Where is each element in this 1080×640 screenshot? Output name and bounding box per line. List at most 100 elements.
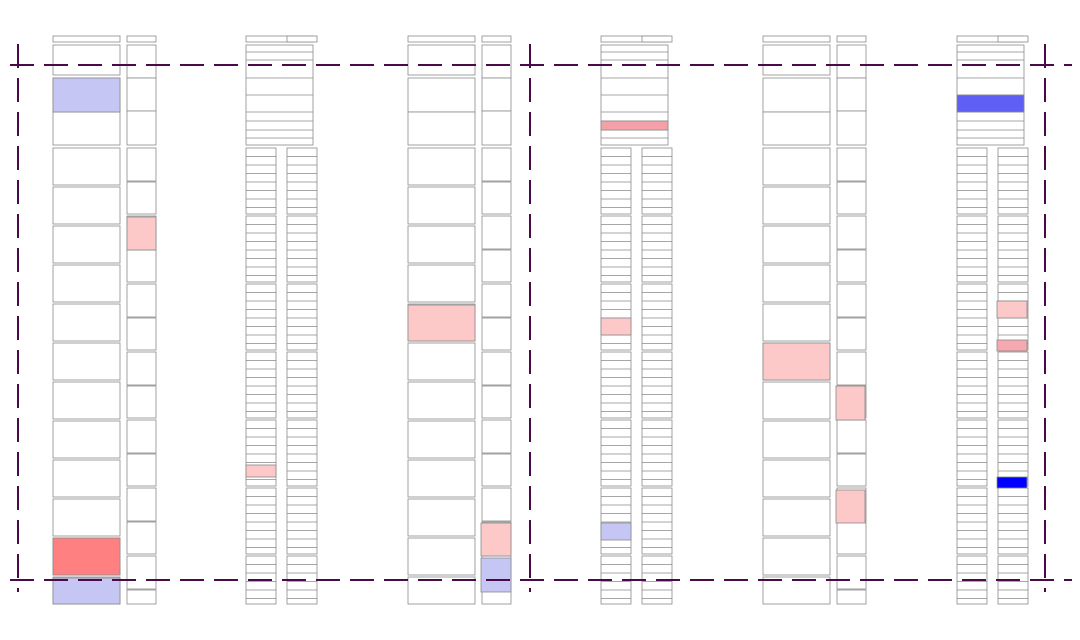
cell	[481, 215, 512, 250]
cell	[126, 589, 157, 605]
cell	[836, 589, 867, 605]
cell	[481, 35, 512, 43]
cell	[956, 351, 988, 419]
cell	[481, 77, 512, 112]
cell	[997, 147, 1029, 215]
highlight-cell	[762, 342, 831, 381]
cell	[245, 283, 277, 351]
cell	[481, 44, 512, 79]
cell	[997, 419, 1029, 487]
cell-grid	[52, 35, 1029, 605]
cell	[762, 537, 831, 576]
cell	[762, 186, 831, 225]
cell	[600, 487, 632, 555]
cell	[481, 419, 512, 454]
cell	[245, 147, 277, 215]
cell	[407, 342, 476, 381]
cell	[836, 249, 867, 283]
cell	[52, 459, 121, 498]
cell	[245, 215, 277, 283]
cell	[407, 381, 476, 420]
cell	[481, 385, 512, 419]
cell	[407, 420, 476, 459]
cell	[836, 110, 867, 146]
highlight-cell	[245, 464, 277, 478]
cell	[641, 419, 673, 487]
cell	[126, 44, 157, 79]
cell	[126, 419, 157, 454]
cell	[762, 303, 831, 342]
highlight-cell	[600, 317, 632, 336]
cell	[762, 44, 831, 76]
highlight-cell	[407, 304, 476, 342]
cell	[52, 147, 121, 186]
cell	[836, 77, 867, 112]
highlight-cell	[996, 339, 1028, 352]
cell	[286, 35, 318, 43]
cell	[52, 498, 121, 537]
cell	[997, 351, 1029, 419]
cell	[286, 147, 318, 215]
cell	[52, 420, 121, 459]
cell	[762, 111, 831, 146]
cell	[836, 35, 867, 43]
cell	[126, 283, 157, 318]
cell	[52, 225, 121, 264]
cell	[600, 283, 632, 351]
cell	[762, 459, 831, 498]
cell	[481, 110, 512, 146]
cell	[481, 147, 512, 182]
cell	[997, 487, 1029, 555]
cell	[126, 317, 157, 351]
cell	[836, 555, 867, 590]
highlight-cell	[52, 537, 121, 576]
cell	[481, 317, 512, 351]
cell	[407, 35, 476, 43]
cell	[407, 147, 476, 186]
highlight-cell	[835, 385, 866, 421]
cell	[126, 181, 157, 215]
cell	[956, 147, 988, 215]
cell	[407, 111, 476, 146]
cell	[481, 351, 512, 386]
cell	[126, 35, 157, 43]
cell	[481, 453, 512, 487]
cell	[956, 215, 988, 283]
highlight-cell	[480, 557, 512, 593]
cell	[641, 147, 673, 215]
cell	[956, 487, 988, 555]
cell	[245, 487, 277, 555]
cell	[956, 419, 988, 487]
highlight-cell	[52, 77, 121, 113]
highlight-cell	[835, 489, 866, 524]
cell	[762, 147, 831, 186]
cell	[407, 537, 476, 576]
dashed-guides	[10, 44, 1072, 592]
cell	[600, 215, 632, 283]
cell	[286, 351, 318, 419]
cell	[126, 521, 157, 555]
cell	[836, 147, 867, 182]
cell	[52, 342, 121, 381]
cell	[52, 186, 121, 225]
cell	[481, 283, 512, 318]
cell	[407, 264, 476, 303]
cell	[126, 77, 157, 112]
cell	[126, 453, 157, 487]
cell	[286, 419, 318, 487]
cell	[286, 215, 318, 283]
cell	[52, 264, 121, 303]
cell	[641, 351, 673, 419]
cell	[836, 351, 867, 386]
cell	[126, 110, 157, 146]
cell	[52, 44, 121, 76]
highlight-cell	[600, 120, 669, 131]
cell	[600, 147, 632, 215]
highlight-cell	[996, 300, 1028, 319]
cell	[997, 215, 1029, 283]
cell	[126, 249, 157, 283]
cell	[762, 35, 831, 43]
cell	[126, 351, 157, 386]
cell	[836, 44, 867, 79]
